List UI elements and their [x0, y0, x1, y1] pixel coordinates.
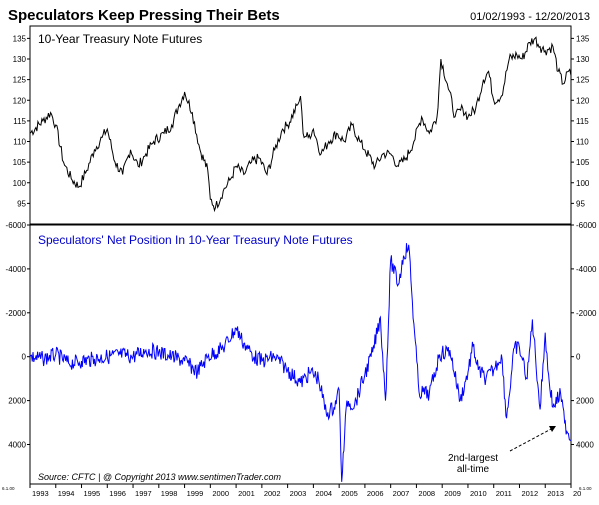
- top-ytick-label-left: 125: [13, 76, 27, 85]
- xtick-label: 20: [573, 489, 581, 498]
- bottom-ytick-label-right: 2000: [576, 397, 594, 406]
- xtick-label: 2003: [290, 489, 307, 498]
- xtick-label: 2009: [444, 489, 461, 498]
- date-range: 01/02/1993 - 12/20/2013: [470, 11, 590, 23]
- bottom-ytick-label-right: -2000: [576, 309, 597, 318]
- top-panel-frame: [29, 25, 572, 225]
- top-ytick-label-left: 105: [13, 158, 27, 167]
- bottom-ytick-label-right: -6000: [576, 221, 597, 230]
- top-panel-title: 10-Year Treasury Note Futures: [38, 32, 202, 46]
- bottom-ytick-label-left: 0: [22, 353, 27, 362]
- bottom-ytick-label-right: -4000: [576, 265, 597, 274]
- bottom-ytick-label-left: 4000: [8, 440, 26, 449]
- xtick-label: 2013: [547, 489, 564, 498]
- xtick-label: 1998: [161, 489, 178, 498]
- xtick-label: 2008: [418, 489, 435, 498]
- xtick-label: 1999: [187, 489, 204, 498]
- top-ytick-label-left: 100: [13, 179, 27, 188]
- position-series: [29, 243, 572, 482]
- x-axis-stub-left: 6.1.00: [2, 486, 15, 491]
- price-series: [29, 36, 572, 213]
- annotation-arrowhead: [549, 426, 556, 432]
- top-ytick-label-left: 95: [17, 199, 26, 208]
- xtick-label: 2011: [496, 489, 512, 498]
- chart-title: Speculators Keep Pressing Their Bets: [8, 7, 280, 24]
- top-ytick-label-right: 105: [576, 158, 590, 167]
- bottom-panel-frame: [29, 224, 572, 485]
- top-ytick-label-right: 125: [576, 76, 590, 85]
- bottom-ytick-label-left: -4000: [6, 265, 27, 274]
- top-ytick-label-right: 120: [576, 96, 590, 105]
- bottom-ytick-label-left: 2000: [8, 397, 26, 406]
- xtick-label: 1993: [32, 489, 49, 498]
- top-ytick-label-right: 95: [576, 199, 585, 208]
- xtick-label: 2007: [393, 489, 410, 498]
- xtick-label: 2001: [238, 489, 255, 498]
- top-ytick-label-right: 100: [576, 179, 590, 188]
- xtick-label: 1997: [135, 489, 152, 498]
- top-ytick-label-right: 110: [576, 138, 589, 147]
- top-ytick-label-right: 130: [576, 55, 590, 64]
- annotation-line1: 2nd-largest: [448, 453, 498, 464]
- x-axis: 1993 1994 1995 1996 1997 1998 1999 2000 2001 2002…: [29, 484, 581, 498]
- xtick-label: 2000: [212, 489, 229, 498]
- xtick-label: 1995: [84, 489, 101, 498]
- bottom-panel-title: Speculators' Net Position In 10-Year Tre…: [38, 233, 353, 247]
- xtick-label: 2010: [470, 489, 487, 498]
- bottom-ytick-label-left: -6000: [6, 221, 27, 230]
- x-axis-stub-right: 6.1.00: [579, 486, 592, 491]
- bottom-ytick-label-right: 0: [576, 353, 581, 362]
- annotation-arrow: [509, 427, 554, 452]
- annotation-line2: all-time: [457, 464, 490, 475]
- xtick-label: 1996: [109, 489, 126, 498]
- xtick-label: 1994: [58, 489, 75, 498]
- bottom-ytick-label-left: -2000: [6, 309, 27, 318]
- xtick-label: 2004: [315, 489, 332, 498]
- position-line: [29, 243, 572, 482]
- top-ytick-label-left: 135: [13, 34, 27, 43]
- top-ytick-label-left: 130: [13, 55, 27, 64]
- top-ytick-label-left: 110: [13, 138, 26, 147]
- top-ytick-label-right: 115: [576, 117, 589, 126]
- xtick-label: 2005: [341, 489, 358, 498]
- xtick-label: 2006: [367, 489, 384, 498]
- source-note: Source: CFTC | @ Copyright 2013 www.sent…: [38, 472, 282, 482]
- price-line: [29, 36, 572, 213]
- bottom-y-axis: -6000 -6000 -4000 -4000 -2000 -2000 0 0 2000 2000…: [6, 221, 597, 449]
- top-y-axis: 95 95 100 100 105 105 110 110 115 115 120 120 125 125…: [13, 34, 590, 208]
- xtick-label: 2002: [264, 489, 281, 498]
- top-ytick-label-right: 135: [576, 34, 590, 43]
- bottom-ytick-label-right: 4000: [576, 440, 594, 449]
- xtick-label: 2012: [521, 489, 538, 498]
- top-ytick-label-left: 115: [13, 117, 26, 126]
- top-ytick-label-left: 120: [13, 96, 27, 105]
